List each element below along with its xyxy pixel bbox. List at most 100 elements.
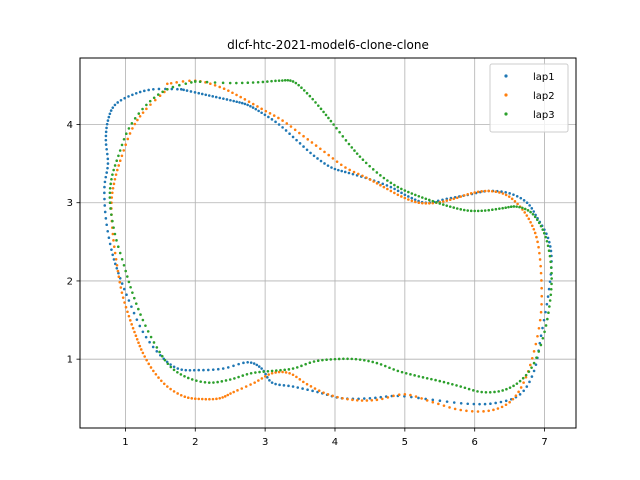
data-point — [189, 90, 193, 93]
data-point — [143, 355, 146, 358]
data-point — [473, 191, 477, 194]
data-point — [274, 79, 277, 83]
data-point — [182, 88, 185, 92]
data-point — [540, 279, 543, 282]
data-point — [113, 103, 117, 107]
data-point — [233, 377, 236, 380]
data-point — [487, 189, 490, 193]
data-point — [463, 386, 467, 390]
data-point — [277, 370, 281, 374]
data-point — [407, 190, 410, 194]
data-point — [455, 207, 459, 210]
data-point — [118, 159, 122, 163]
data-point — [434, 201, 438, 204]
data-point — [136, 118, 139, 122]
data-point — [356, 172, 360, 176]
data-point — [530, 375, 534, 378]
data-point — [309, 385, 313, 388]
data-point — [316, 359, 320, 363]
data-point — [223, 395, 227, 398]
data-point — [445, 400, 449, 403]
data-point — [212, 381, 215, 384]
data-point — [548, 240, 551, 244]
data-point — [190, 397, 194, 400]
data-point — [524, 373, 528, 377]
data-point — [448, 205, 452, 208]
data-point — [333, 167, 337, 171]
data-point — [239, 95, 242, 99]
data-point — [516, 202, 519, 206]
data-point — [546, 236, 550, 240]
data-point — [112, 258, 116, 261]
data-point — [350, 357, 354, 361]
data-point — [162, 382, 166, 386]
data-point — [176, 370, 179, 374]
data-point — [308, 361, 312, 364]
data-point — [218, 85, 222, 89]
data-point — [199, 380, 202, 383]
data-point — [346, 397, 349, 401]
data-point — [445, 199, 449, 202]
data-point — [539, 224, 543, 228]
data-point — [109, 182, 112, 186]
data-point — [541, 228, 545, 231]
legend-marker-lap3 — [504, 112, 508, 116]
data-point — [508, 386, 512, 389]
data-point — [281, 79, 284, 82]
data-point — [400, 195, 403, 198]
data-point — [253, 381, 256, 384]
data-point — [285, 122, 289, 125]
data-point — [484, 390, 488, 394]
data-point — [127, 127, 131, 130]
data-point — [221, 396, 224, 399]
data-point — [528, 380, 531, 384]
x-axis: 1 2 3 4 5 6 7 — [122, 428, 548, 448]
data-point — [327, 116, 330, 120]
data-point — [211, 397, 215, 401]
data-point — [152, 87, 155, 91]
data-point — [550, 277, 553, 280]
data-point — [459, 385, 463, 388]
data-point — [103, 191, 106, 195]
data-point — [114, 262, 117, 266]
data-point — [287, 368, 291, 371]
data-point — [525, 385, 529, 388]
data-point — [540, 294, 544, 298]
data-point — [511, 397, 515, 401]
data-point — [538, 318, 542, 322]
data-point — [455, 384, 458, 387]
data-point — [518, 393, 522, 396]
data-point — [452, 197, 456, 201]
data-point — [111, 219, 114, 223]
data-point — [496, 407, 500, 410]
data-point — [283, 368, 286, 372]
data-point — [522, 389, 525, 393]
data-point — [348, 168, 352, 172]
data-point — [110, 177, 113, 181]
data-point — [326, 164, 330, 167]
data-point — [346, 357, 349, 361]
data-point — [117, 275, 121, 279]
data-point — [367, 359, 370, 363]
data-point — [296, 386, 300, 389]
data-point — [515, 194, 519, 198]
data-point — [521, 206, 524, 210]
data-point — [540, 302, 543, 306]
data-point — [298, 378, 302, 381]
data-point — [106, 152, 109, 156]
data-point — [501, 206, 504, 210]
data-point — [127, 280, 131, 284]
data-point — [396, 193, 400, 197]
data-point — [209, 82, 212, 86]
data-point — [354, 357, 358, 361]
data-point — [304, 362, 307, 366]
data-point — [340, 169, 344, 173]
data-point — [438, 379, 442, 383]
data-point — [425, 399, 429, 402]
data-point — [181, 80, 185, 83]
data-point — [110, 213, 113, 216]
data-point — [472, 389, 475, 392]
data-point — [490, 189, 494, 193]
data-point — [197, 91, 201, 95]
data-point — [197, 368, 201, 372]
